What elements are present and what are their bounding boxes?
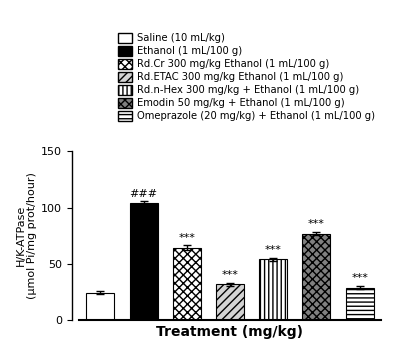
Bar: [259, 260, 287, 320]
Text: ###: ###: [130, 189, 158, 199]
Bar: [86, 293, 114, 320]
Text: ***: ***: [178, 232, 195, 242]
Y-axis label: H/K-ATPase
(μmol Pi/mg prot/hour): H/K-ATPase (μmol Pi/mg prot/hour): [16, 172, 37, 299]
Text: ***: ***: [308, 219, 325, 229]
Bar: [302, 234, 330, 320]
Bar: [173, 248, 201, 320]
X-axis label: Treatment (mg/kg): Treatment (mg/kg): [156, 325, 304, 339]
Bar: [346, 288, 374, 320]
Legend: Saline (10 mL/kg), Ethanol (1 mL/100 g), Rd.Cr 300 mg/kg Ethanol (1 mL/100 g), R: Saline (10 mL/kg), Ethanol (1 mL/100 g),…: [115, 30, 378, 124]
Text: ***: ***: [351, 273, 368, 283]
Text: ***: ***: [265, 245, 282, 255]
Text: ***: ***: [222, 270, 238, 280]
Bar: [216, 284, 244, 320]
Bar: [130, 203, 158, 320]
